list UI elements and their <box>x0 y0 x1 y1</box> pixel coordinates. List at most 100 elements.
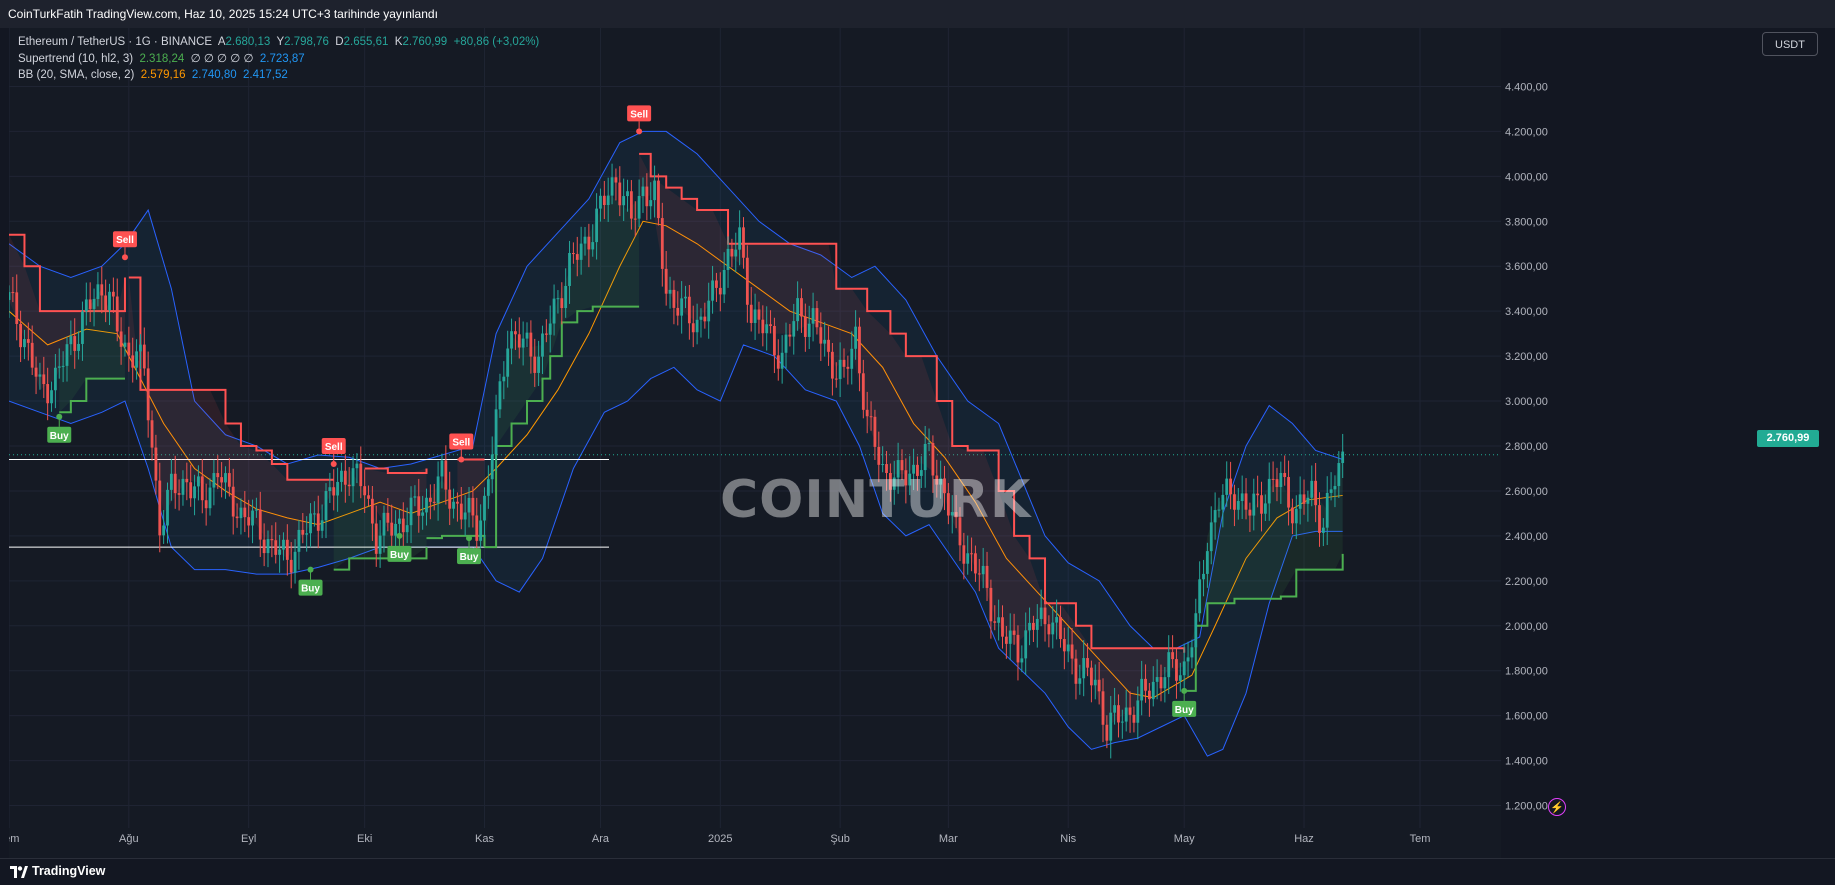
candle-body <box>691 323 695 333</box>
supertrend-down-value: 2.723,87 <box>259 52 305 65</box>
candle-body <box>1144 678 1147 691</box>
candle-body <box>370 498 374 524</box>
candle-body <box>950 512 954 516</box>
signal-dot <box>636 128 643 135</box>
candle-body <box>1004 636 1008 644</box>
candle-body <box>200 476 204 501</box>
candle-body <box>1325 492 1329 528</box>
candle-body <box>1140 678 1144 701</box>
candle-body <box>792 321 796 337</box>
candle-body <box>1024 630 1028 659</box>
candle-body <box>1016 634 1020 663</box>
candle-body <box>177 493 181 495</box>
candle-body <box>749 304 753 323</box>
candle-body <box>537 356 541 373</box>
candle-body <box>1155 677 1159 682</box>
candle-body <box>1298 494 1302 509</box>
candle-body <box>529 332 533 357</box>
candle-body <box>1310 480 1314 498</box>
candle-body <box>38 374 42 377</box>
candle-body <box>239 507 243 519</box>
candle-body <box>347 484 351 487</box>
candle-body <box>904 470 908 486</box>
candle-body <box>672 289 676 308</box>
candle-body <box>204 500 208 509</box>
candle-body <box>258 509 262 540</box>
candle-body <box>1190 647 1194 658</box>
supertrend-line-down <box>639 152 1186 653</box>
supertrend-fill <box>639 153 1185 727</box>
candle-body <box>1244 493 1248 510</box>
candle-body <box>734 249 738 257</box>
candle-body <box>1225 478 1229 495</box>
candle-body <box>440 460 444 477</box>
candle-body <box>622 196 626 206</box>
x-tick-label: Ağu <box>119 833 139 845</box>
candle-body <box>718 287 722 295</box>
candle-body <box>309 513 312 534</box>
candle-body <box>711 280 714 301</box>
bb-upper-value: 2.740,80 <box>191 69 237 81</box>
candle-body <box>946 493 950 516</box>
candle-body <box>77 343 80 351</box>
candle-body <box>448 489 452 509</box>
candle-body <box>977 573 981 575</box>
chart-area[interactable]: 4.400,00 4.200,00 4.000,00 3.800,00 3.600,00… <box>9 28 1824 858</box>
candle-body <box>382 512 386 536</box>
candle-body <box>803 316 807 337</box>
candle-body <box>1236 501 1240 510</box>
signal-buy-label: Buy <box>390 550 409 561</box>
candle-body <box>1171 652 1174 660</box>
y-tick-label: 2.200,00 <box>1505 576 1548 588</box>
candle-body <box>185 478 189 483</box>
candle-body <box>81 311 84 344</box>
legend-symbol[interactable]: Ethereum / TetherUS · 1G · BINANCE <box>18 36 213 48</box>
signal-sell-label: Sell <box>630 109 648 120</box>
candle-body <box>548 323 552 335</box>
candle-body <box>139 344 142 352</box>
signal-sell-label: Sell <box>116 235 134 246</box>
candle-body <box>1055 617 1059 623</box>
candle-body <box>251 510 254 526</box>
candle-body <box>456 501 459 504</box>
candle-body <box>637 195 641 219</box>
x-tick-label: Eki <box>357 833 372 845</box>
bb-lower-value: 2.417,52 <box>243 69 288 81</box>
candle-body <box>142 344 146 369</box>
currency-button[interactable]: USDT <box>1762 32 1818 56</box>
candle-body <box>367 495 370 499</box>
x-tick-label: Ara <box>592 833 610 845</box>
candle-body <box>1287 477 1290 508</box>
supertrend-fill <box>128 277 334 559</box>
candle-body <box>993 621 997 623</box>
candle-body <box>908 473 912 486</box>
price-chart[interactable]: 4.400,00 4.200,00 4.000,00 3.800,00 3.600,00… <box>9 28 1824 858</box>
candle-body <box>591 242 595 250</box>
candle-body <box>266 539 270 554</box>
y-tick-label: 3.400,00 <box>1505 306 1548 318</box>
y-tick-label: 3.800,00 <box>1505 216 1548 228</box>
candle-body <box>858 326 861 374</box>
signal-sell-label: Sell <box>325 442 343 453</box>
candle-body <box>413 496 417 498</box>
supertrend-label[interactable]: Supertrend (10, hl2, 3) <box>18 52 134 65</box>
candle-body <box>490 454 494 480</box>
candle-body <box>1078 678 1082 684</box>
candle-body <box>1047 624 1051 635</box>
candle-body <box>115 296 119 332</box>
tradingview-logo[interactable]: TradingView <box>10 864 105 878</box>
candle-body <box>289 559 293 573</box>
candle-body <box>1202 573 1205 580</box>
candle-body <box>53 367 57 391</box>
signal-sell-badge <box>627 105 652 122</box>
lightning-icon[interactable]: ⚡ <box>1548 798 1566 816</box>
candle-body <box>193 486 196 499</box>
bb-label[interactable]: BB (20, SMA, close, 2) <box>18 69 135 81</box>
legend-supertrend-row: Supertrend (10, hl2, 3) 2.318,24 ∅ ∅ ∅ ∅… <box>18 51 539 68</box>
candle-body <box>92 299 96 309</box>
candle-body <box>312 513 316 515</box>
candle-body <box>595 208 598 243</box>
candle-body <box>1260 495 1263 514</box>
candle-body <box>610 177 614 196</box>
candle-body <box>471 497 475 516</box>
